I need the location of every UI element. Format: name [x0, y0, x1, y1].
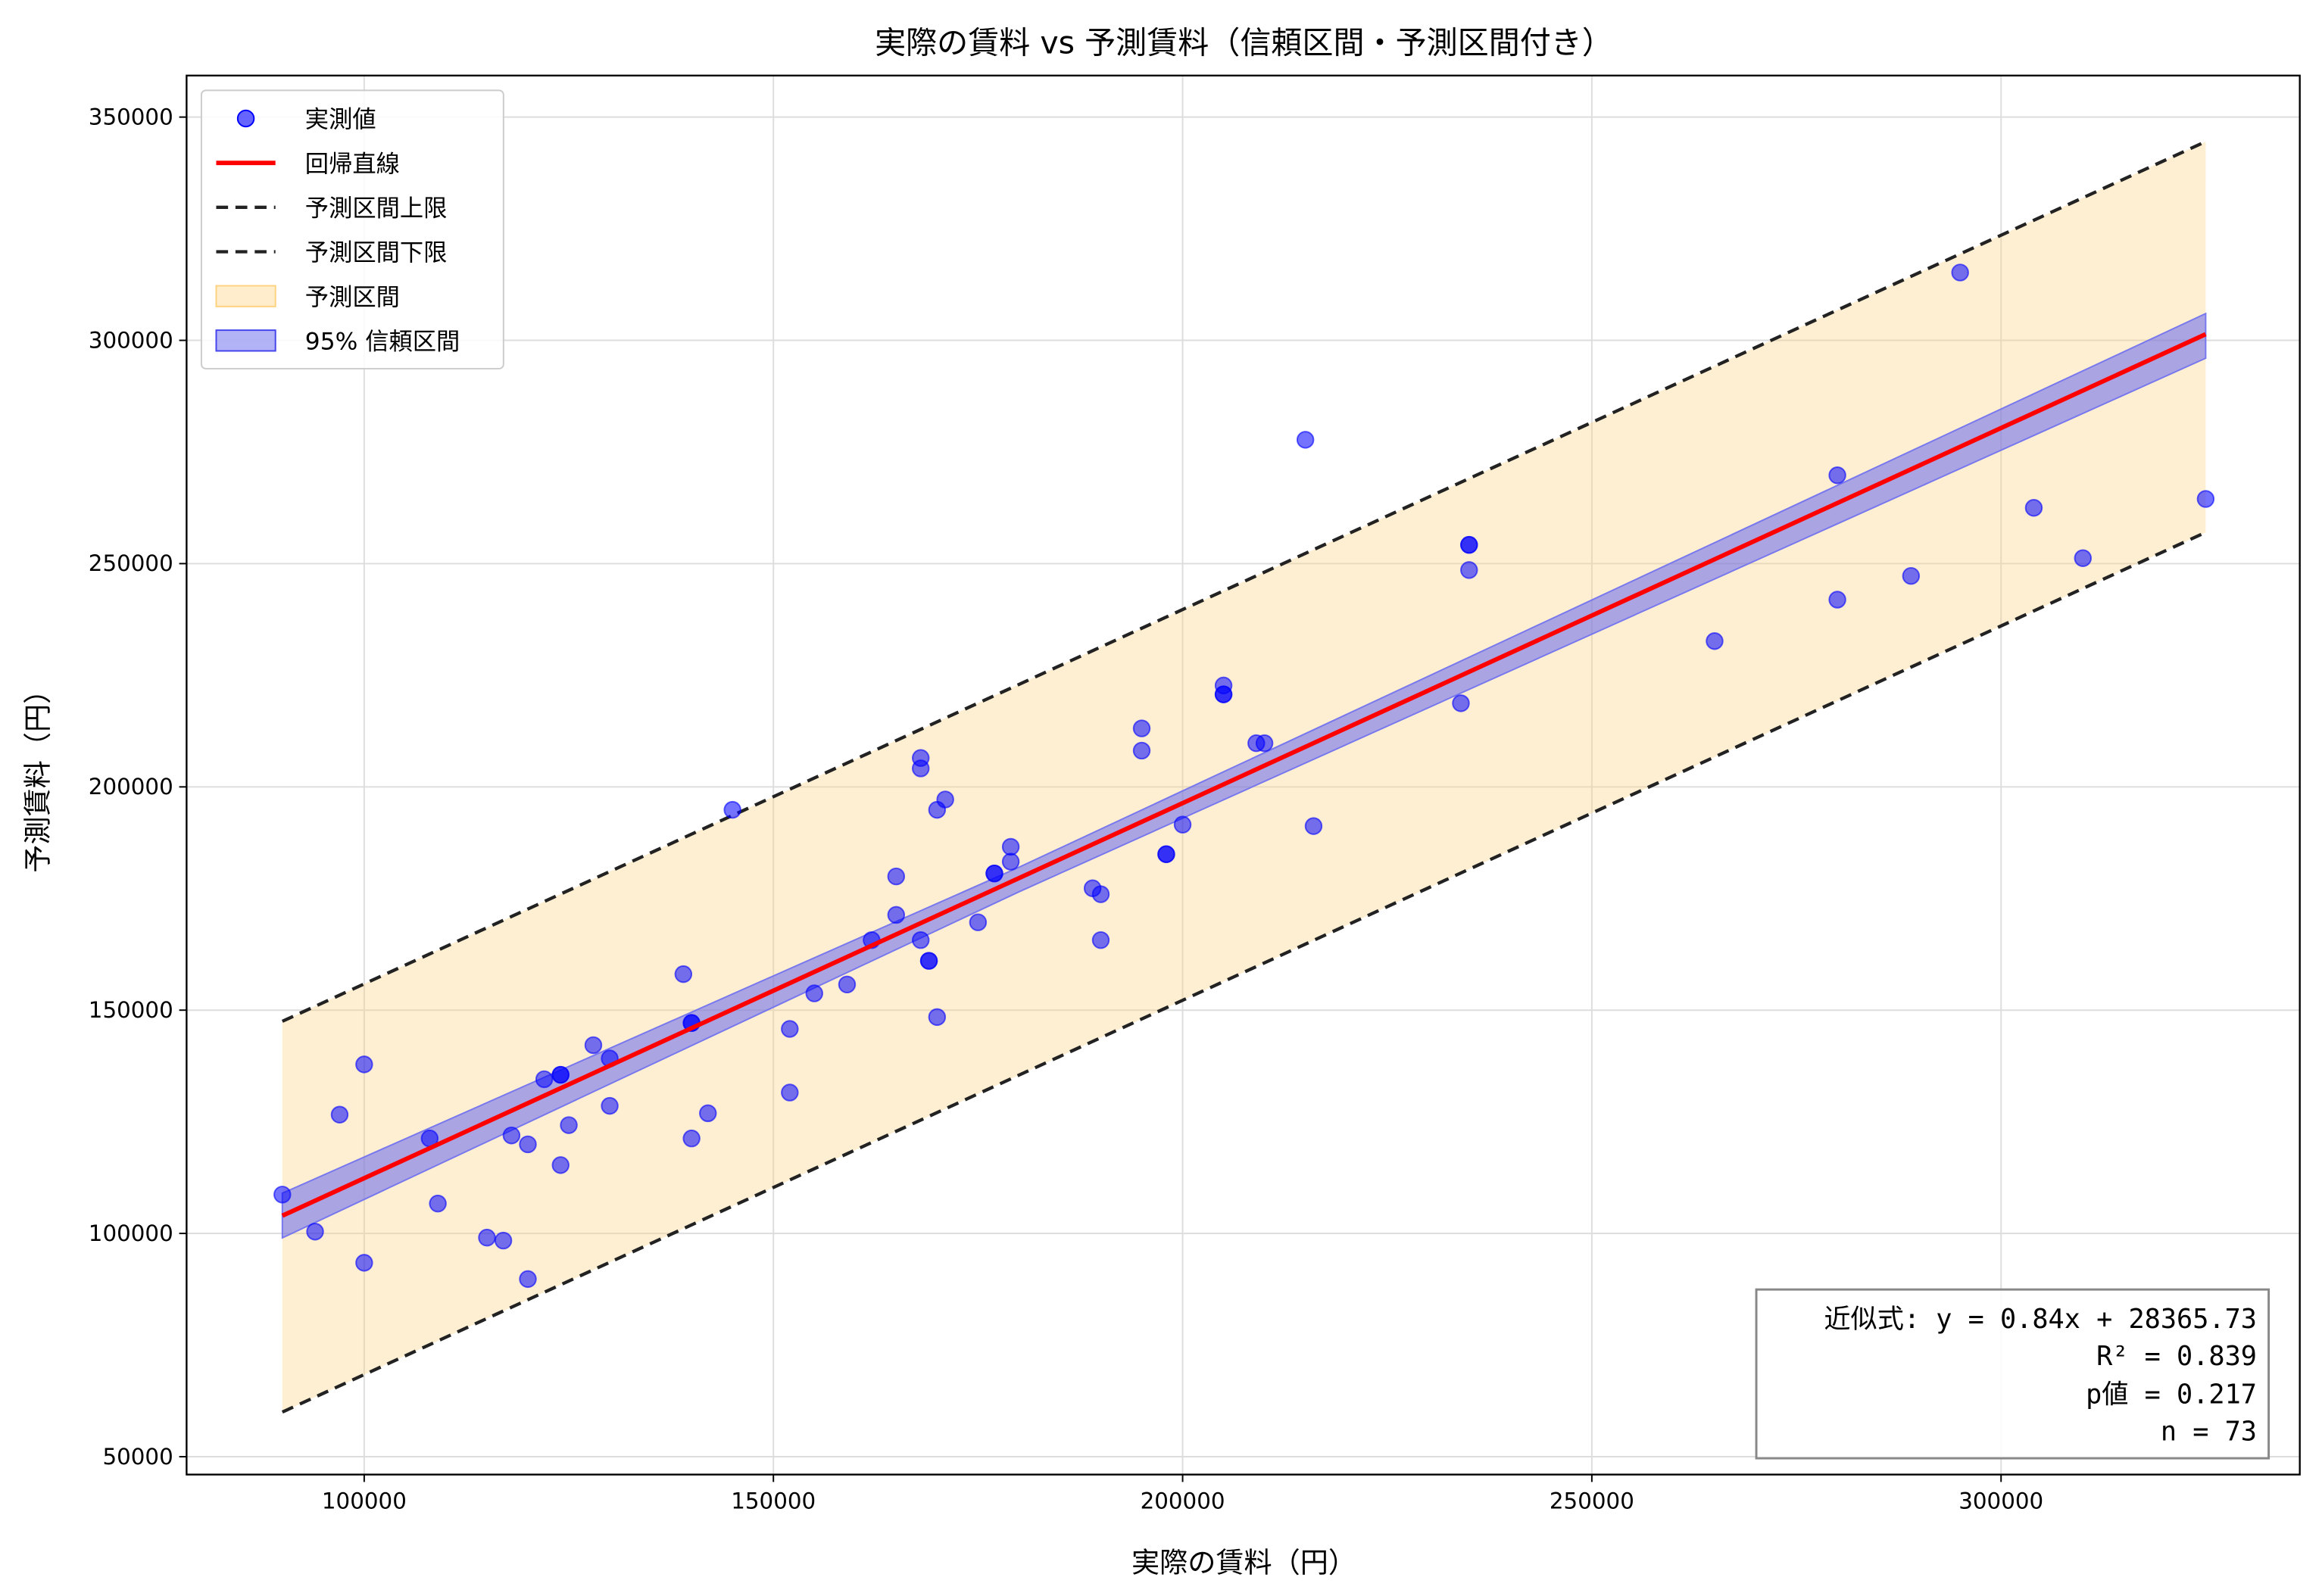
data-point: [781, 1083, 799, 1102]
data-point: [1255, 734, 1274, 753]
regression-line: [281, 332, 2207, 1218]
x-tick-label: 200000: [1141, 1488, 1225, 1514]
data-point: [838, 975, 857, 994]
data-point: [273, 1186, 292, 1204]
y-tick-label: 150000: [89, 997, 173, 1023]
legend-label: 回帰直線: [305, 151, 400, 178]
plot-frame: [186, 74, 2301, 1476]
data-point: [674, 965, 693, 983]
data-point: [1460, 535, 1478, 554]
annotation-equation: 近似式: y = 0.84x + 28365.73: [1824, 1304, 2257, 1335]
data-point: [985, 864, 1003, 883]
data-point: [478, 1228, 496, 1247]
x-tick-label: 250000: [1550, 1488, 1634, 1514]
annotation-box: [1755, 1288, 2271, 1460]
data-point: [502, 1126, 521, 1145]
data-point: [1173, 815, 1192, 834]
data-point: [887, 906, 906, 924]
data-point: [560, 1116, 578, 1134]
data-point: [1001, 853, 1020, 871]
data-point: [969, 913, 988, 931]
data-point: [682, 1129, 701, 1148]
legend-label: 予測区間: [305, 284, 400, 311]
legend-marker-pi-fill: [215, 285, 276, 307]
data-point: [2024, 499, 2043, 517]
data-point: [519, 1270, 537, 1289]
data-point: [584, 1036, 603, 1055]
y-tick-label: 50000: [102, 1444, 173, 1470]
data-point: [1157, 845, 1175, 863]
stats-annotation: 近似式: y = 0.84x + 28365.73 R² = 0.839 p値 …: [1755, 1288, 2271, 1460]
data-point: [355, 1055, 373, 1074]
data-point: [723, 800, 741, 819]
axis-ticks: 100000 150000 200000 250000 300000 50000 10000…: [89, 104, 2043, 1513]
legend-label: 予測区間下限: [305, 239, 448, 267]
data-point: [1828, 466, 1846, 485]
data-point: [1304, 817, 1323, 835]
data-point: [1296, 431, 1315, 449]
data-point: [1001, 837, 1020, 856]
data-point: [1091, 930, 1110, 949]
data-point: [1460, 561, 1478, 579]
data-point: [2074, 549, 2093, 567]
data-point: [601, 1096, 619, 1115]
y-tick-label: 200000: [89, 774, 173, 800]
prediction-lower-line: [281, 531, 2207, 1414]
y-tick-label: 350000: [89, 104, 173, 129]
data-point: [535, 1070, 554, 1089]
data-point: [306, 1223, 324, 1241]
legend-label: 予測区間上限: [305, 195, 448, 223]
data-point: [330, 1105, 349, 1124]
data-point: [781, 1020, 799, 1038]
data-point: [919, 952, 938, 970]
y-tick-label: 100000: [89, 1220, 173, 1246]
data-point: [936, 790, 954, 809]
data-point: [551, 1065, 570, 1084]
data-point: [494, 1231, 513, 1250]
data-point: [912, 759, 930, 778]
y-tick-label: 300000: [89, 327, 173, 353]
data-point: [1828, 591, 1846, 609]
data-point: [1132, 719, 1151, 737]
annotation-r2: R² = 0.839: [2096, 1341, 2257, 1372]
data-point: [887, 867, 906, 886]
data-point: [1951, 263, 1969, 282]
data-point: [1091, 885, 1110, 903]
data-point: [2196, 490, 2215, 508]
data-point: [928, 1008, 947, 1027]
annotation-n: n = 73: [2161, 1417, 2257, 1448]
data-point: [355, 1254, 373, 1272]
data-point: [519, 1135, 537, 1154]
data-point: [1132, 741, 1151, 760]
data-point: [699, 1104, 717, 1123]
legend-label: 実測値: [305, 106, 376, 133]
data-point: [912, 930, 930, 949]
x-tick-label: 150000: [731, 1488, 816, 1514]
y-axis-label: 予測賃料（円）: [22, 676, 55, 873]
legend-box: [200, 89, 504, 369]
legend-marker-points: [236, 109, 255, 128]
data-point: [1452, 694, 1470, 712]
data-point: [1706, 632, 1724, 650]
legend-label: 95% 信頼区間: [305, 329, 460, 356]
data-point: [1214, 685, 1233, 703]
x-tick-label: 300000: [1958, 1488, 2043, 1514]
data-point: [429, 1194, 447, 1213]
data-points: [273, 263, 2215, 1289]
x-axis-label: 実際の賃料（円）: [1131, 1547, 1356, 1579]
annotation-pvalue: p値 = 0.217: [2086, 1379, 2257, 1411]
legend: 実測値 回帰直線 予測区間上限 予測区間下限 予測区間 95% 信頼区間: [200, 89, 504, 369]
y-tick-label: 250000: [89, 550, 173, 576]
legend-marker-ci-fill: [215, 329, 276, 352]
prediction-upper-line: [281, 140, 2207, 1023]
data-point: [551, 1156, 570, 1174]
regression-line-group: [281, 332, 2207, 1218]
x-tick-label: 100000: [322, 1488, 407, 1514]
chart-title: 実際の賃料 vs 予測賃料（信頼区間・予測区間付き）: [875, 24, 1613, 61]
data-point: [1902, 566, 1921, 585]
data-point: [805, 984, 823, 1002]
